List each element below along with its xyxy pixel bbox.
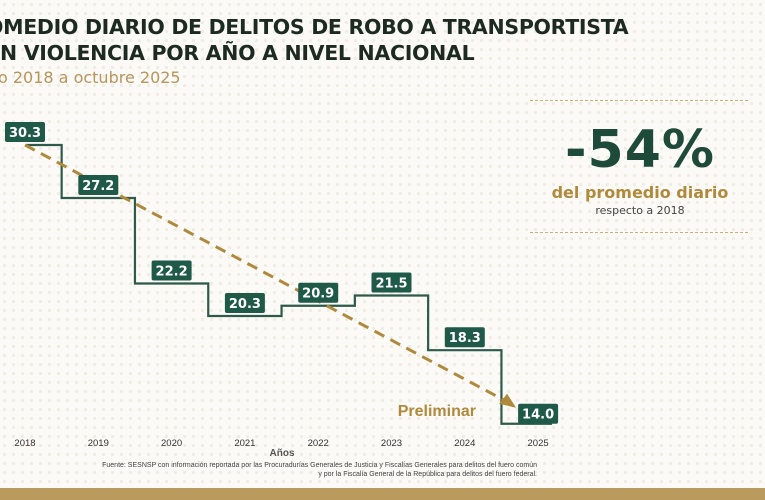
- x-axis-label: Años: [270, 448, 295, 459]
- x-tick-label: 2023: [381, 438, 402, 449]
- data-label: 20.3: [224, 293, 265, 313]
- data-label-box: [371, 272, 412, 293]
- title-line-2: N VIOLENCIA POR AÑO A NIVEL NACIONAL: [0, 41, 475, 65]
- footer-bar: [0, 488, 765, 500]
- kpi-sublabel: respecto a 2018: [595, 204, 685, 217]
- source-line-2: y por la Fiscalía General de la Repúblic…: [318, 471, 537, 478]
- divider-top: [530, 100, 748, 101]
- data-label: 21.5: [371, 272, 412, 293]
- data-label: 30.3: [5, 122, 45, 142]
- data-label: 18.3: [444, 327, 485, 348]
- x-tick-label: 2024: [454, 438, 475, 449]
- data-label-box: [518, 403, 559, 424]
- title-line-1: OMEDIO DIARIO DE DELITOS DE ROBO A TRANS…: [0, 15, 629, 39]
- data-label: 27.2: [78, 175, 119, 196]
- data-label-text: 21.5: [375, 276, 407, 291]
- data-label: 14.0: [518, 403, 559, 424]
- chart-subtitle: o 2018 a octubre 2025: [0, 68, 181, 87]
- data-label-box: [151, 260, 192, 281]
- data-label: 20.9: [298, 282, 339, 303]
- kpi-label: del promedio diario: [551, 183, 729, 202]
- source-line-1: Fuente: SESNSP con información reportada…: [102, 462, 537, 469]
- kpi-value: -54%: [564, 120, 716, 180]
- data-label-box: [78, 175, 119, 196]
- data-label-text: 20.9: [302, 287, 334, 302]
- data-label-text: 20.3: [229, 297, 261, 312]
- preliminar-annotation: Preliminar: [398, 403, 476, 420]
- data-label-text: 30.3: [9, 126, 41, 141]
- data-label-text: 27.2: [82, 179, 114, 194]
- divider-bottom: [530, 232, 748, 233]
- data-label-text: 18.3: [449, 331, 481, 346]
- data-label-box: [298, 282, 339, 303]
- source-note: Fuente: SESNSP con información reportada…: [102, 461, 537, 479]
- x-tick-label: 2019: [88, 438, 109, 449]
- x-tick-label: 2021: [234, 438, 255, 449]
- x-tick-label: 2020: [161, 438, 182, 449]
- data-label-text: 14.0: [522, 408, 554, 423]
- trend-arrowhead: [499, 393, 517, 408]
- x-tick-label: 2022: [308, 438, 329, 449]
- data-label-box: [5, 122, 45, 142]
- data-label: 22.2: [151, 260, 192, 281]
- data-label-text: 22.2: [156, 265, 188, 280]
- x-tick-label: 2025: [528, 438, 549, 449]
- chart-title: OMEDIO DIARIO DE DELITOS DE ROBO A TRANS…: [0, 14, 629, 66]
- data-label-box: [444, 327, 485, 348]
- data-label-box: [224, 293, 265, 313]
- step-line: [26, 143, 553, 425]
- x-tick-label: 2018: [14, 438, 35, 449]
